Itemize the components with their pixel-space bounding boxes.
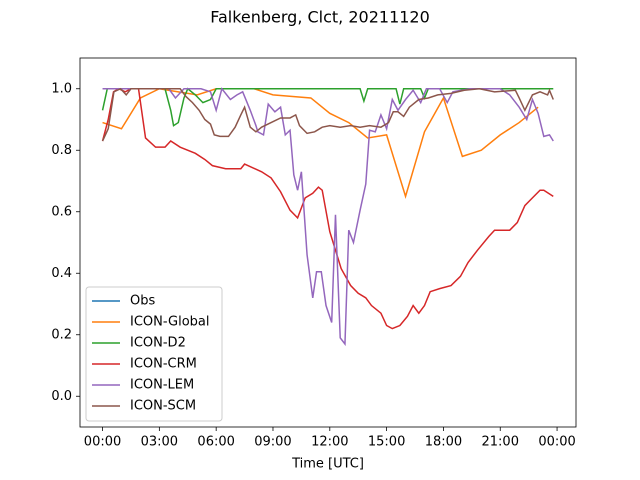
legend-label: ICON-SCM [130, 399, 196, 414]
legend-label: ICON-D2 [130, 336, 186, 351]
legend-label: ICON-CRM [130, 357, 197, 372]
y-tick-label: 0.6 [51, 204, 72, 219]
series-line [102, 87, 554, 347]
y-tick-label: 0.8 [51, 143, 72, 158]
x-tick-label: 00:00 [538, 435, 575, 450]
x-tick-label: 12:00 [311, 435, 348, 450]
legend-label: ICON-Global [130, 315, 210, 330]
x-tick-label: 09:00 [254, 435, 291, 450]
x-tick-label: 00:00 [84, 435, 121, 450]
x-tick-label: 15:00 [368, 435, 405, 450]
x-tick-label: 03:00 [141, 435, 178, 450]
y-tick-label: 0.0 [51, 389, 72, 404]
series-line [101, 87, 554, 127]
legend-box [85, 286, 223, 422]
x-axis-label: Time [UTC] [291, 457, 364, 472]
x-tick-label: 06:00 [197, 435, 234, 450]
x-tick-label: 21:00 [482, 435, 519, 450]
x-tick-label: 18:00 [425, 435, 462, 450]
series-line [101, 87, 554, 142]
axes-frame [79, 57, 577, 428]
y-tick-label: 0.4 [51, 266, 72, 281]
series-line [102, 87, 539, 199]
legend-label: ICON-LEM [130, 378, 194, 393]
legend-label: Obs [130, 294, 155, 309]
series-line [101, 87, 554, 330]
chart-title: Falkenberg, Clct, 20211120 [210, 8, 430, 27]
y-tick-label: 0.2 [51, 327, 72, 342]
y-tick-label: 1.0 [51, 81, 72, 96]
